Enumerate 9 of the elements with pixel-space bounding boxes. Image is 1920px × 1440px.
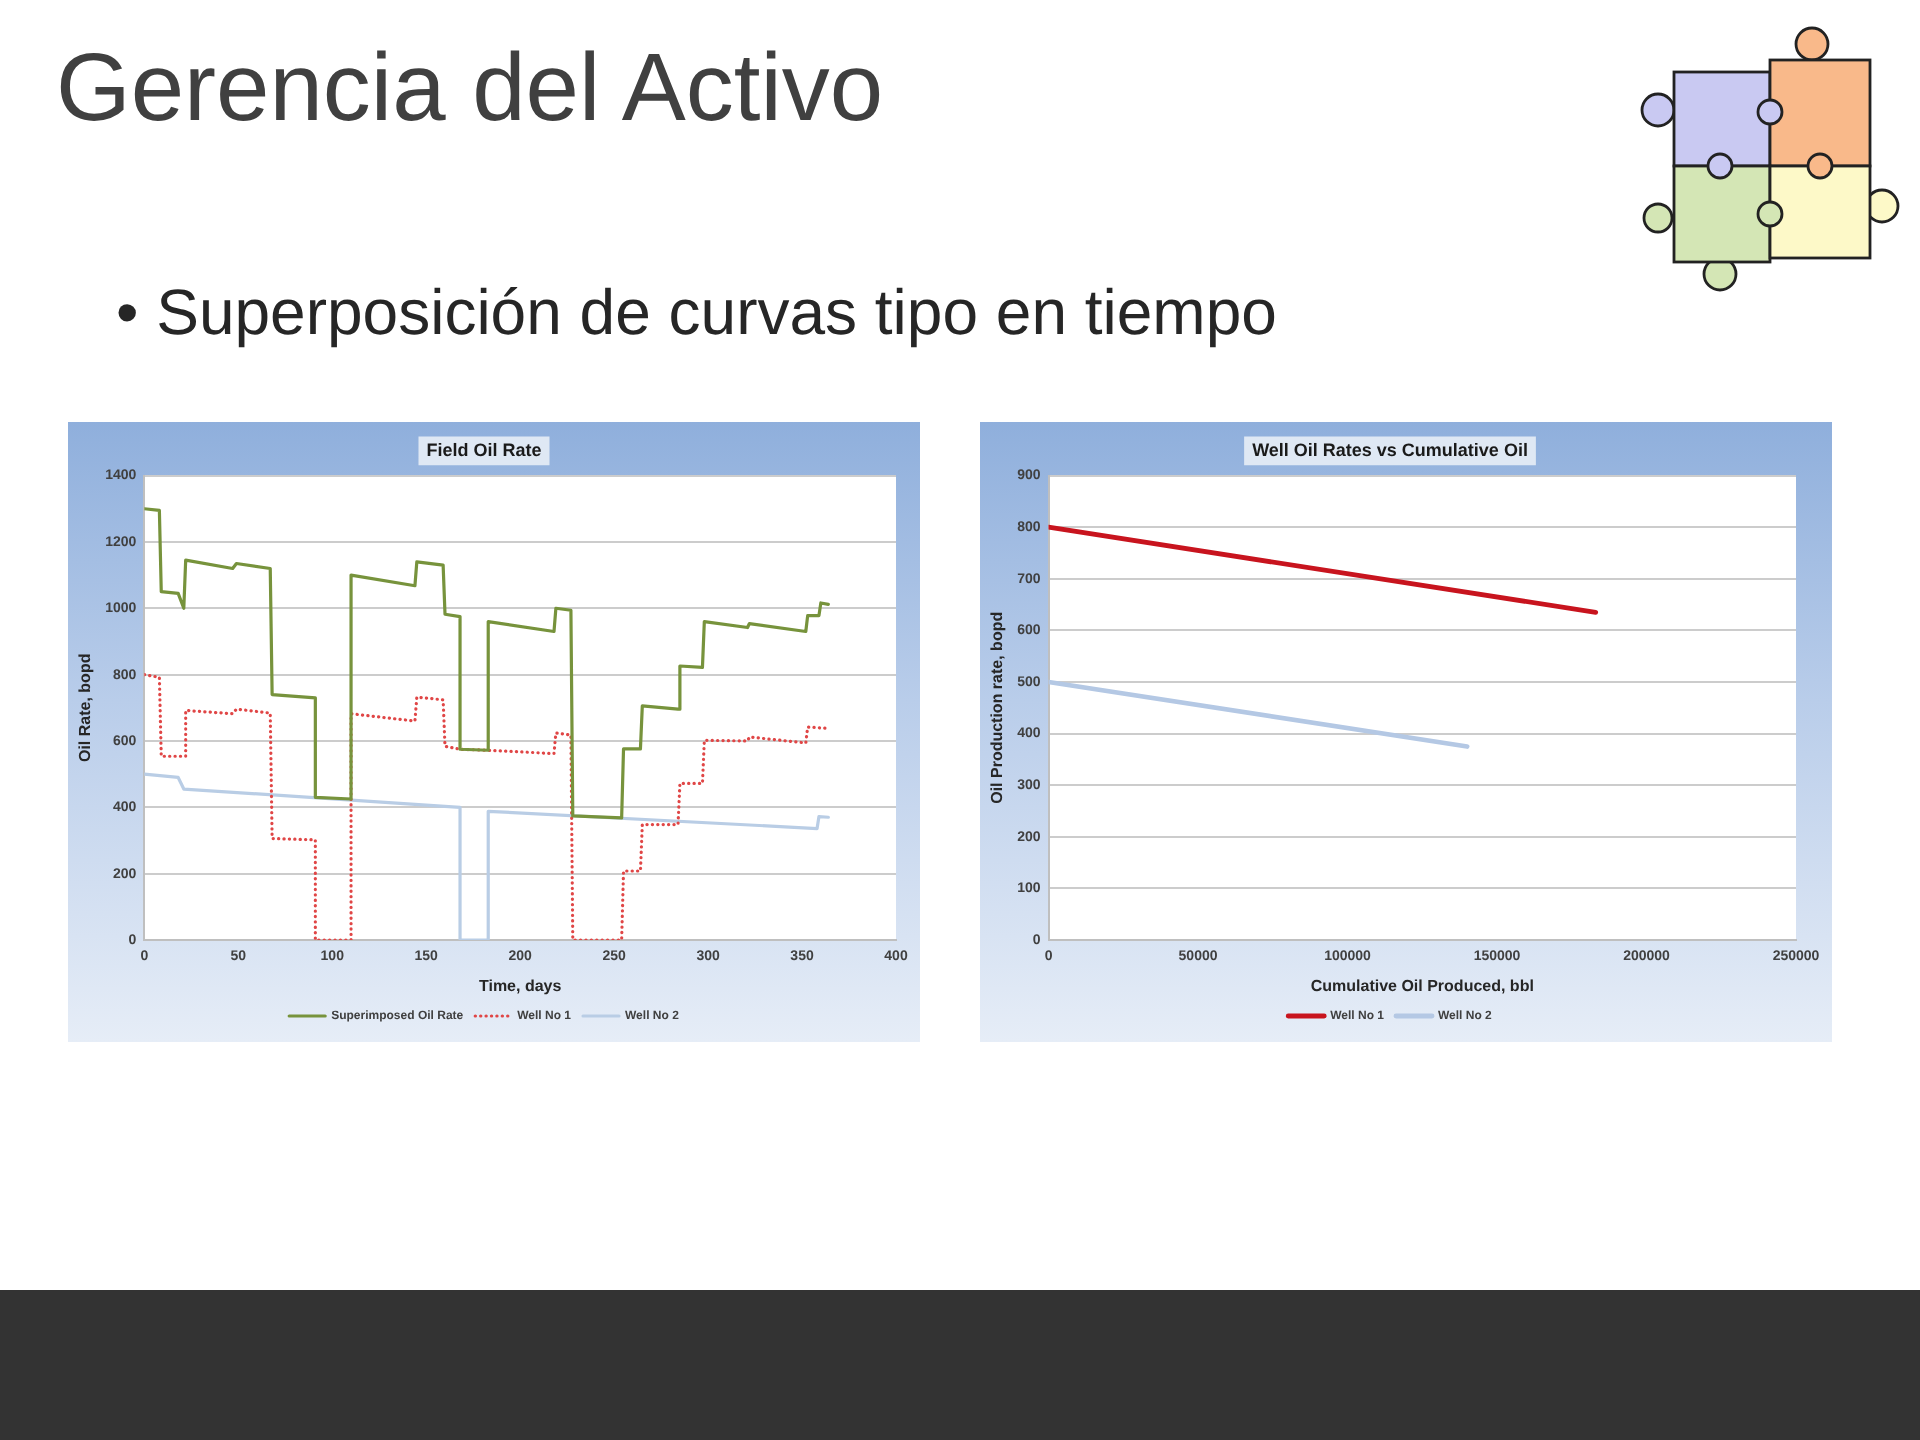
- y-axis-title: Oil Rate, bopd: [76, 653, 95, 763]
- line-series: [144, 673, 830, 940]
- x-axis-title: Cumulative Oil Produced, bbl: [1310, 976, 1534, 995]
- text: • Superposición de curvas tipo en tiempo: [116, 276, 1277, 348]
- text: Gerencia del Activo: [56, 36, 884, 142]
- chart-title: Field Oil Rate: [426, 439, 542, 460]
- y-axis-title: Oil Production rate, bopd: [988, 611, 1007, 804]
- x-axis-title: Time, days: [478, 976, 563, 995]
- chart-title: Well Oil Rates vs Cumulative Oil: [1252, 439, 1528, 460]
